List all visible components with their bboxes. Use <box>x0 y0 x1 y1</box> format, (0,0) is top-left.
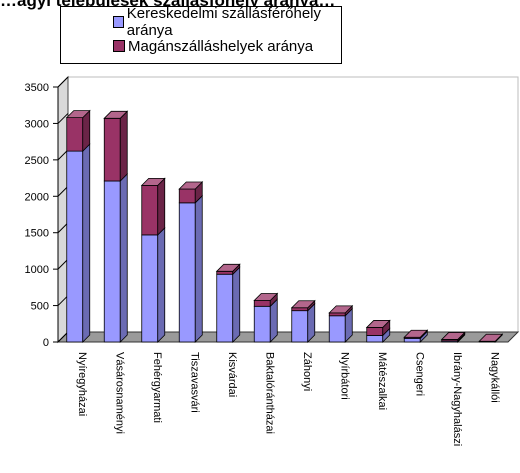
bar-commercial <box>103 180 121 343</box>
y-tick-label: 2500 <box>25 155 49 167</box>
legend-swatch-commercial <box>113 16 124 28</box>
y-tick-label: 0 <box>43 337 49 349</box>
bar-commercial <box>403 337 421 343</box>
bar-private <box>328 312 346 317</box>
x-tick-label: Mátészalkai <box>376 352 388 410</box>
y-tick-diagonal <box>57 331 69 343</box>
bar-top-private <box>103 110 129 119</box>
y-tick-label: 2000 <box>25 191 49 203</box>
bar-private <box>178 188 196 204</box>
bar-commercial <box>253 305 271 343</box>
x-tick-label: Fehérgyarmati <box>151 352 163 423</box>
x-tick-label: Ibrány-Nagyhalászi <box>451 352 463 446</box>
y-tick-diagonal <box>57 185 69 197</box>
bar-top-private <box>328 305 354 314</box>
bar-private <box>366 327 384 336</box>
bar-private <box>253 300 271 307</box>
y-tick-diagonal <box>57 149 69 161</box>
bar-top-private <box>65 110 91 118</box>
x-tick-label: Vásárosnaményi <box>113 352 125 434</box>
y-tick-diagonal <box>57 258 69 270</box>
bar-commercial <box>216 273 234 343</box>
bar-top-private <box>403 329 429 338</box>
back-wall <box>67 76 519 333</box>
bar-commercial <box>178 202 196 343</box>
x-tick-label: Nyírbátori <box>338 352 350 400</box>
y-tick-label: 3000 <box>25 118 49 130</box>
bar-private <box>103 117 121 182</box>
chart-title-fragment: …agyi települések szállásfőhely aránya… <box>0 0 336 10</box>
bar-private <box>216 270 234 275</box>
bar-commercial <box>366 335 384 343</box>
y-tick-diagonal <box>57 222 69 234</box>
bar-top-private <box>440 332 466 340</box>
legend-item-commercial: Kereskedelmi szállásférőhely aránya <box>113 5 341 39</box>
bar-commercial <box>141 234 159 343</box>
bar-commercial <box>66 150 84 343</box>
x-tick-label: Záhonyi <box>301 352 313 391</box>
bar-side-commercial <box>157 226 166 343</box>
x-tick-label: Tiszavasvári <box>188 352 200 413</box>
x-tick-label: Kisvárdai <box>226 352 238 397</box>
y-tick-label: 1500 <box>25 228 49 240</box>
bar-top-private <box>253 293 279 301</box>
legend-label-commercial: Kereskedelmi szállásférőhely aránya <box>126 5 322 39</box>
legend-swatch-private <box>113 40 125 52</box>
bar-side-commercial <box>194 194 203 343</box>
legend: Kereskedelmi szállásférőhely aránya Magá… <box>60 5 342 64</box>
bar-private <box>291 307 309 312</box>
bar-side-commercial <box>119 173 128 343</box>
y-tick-label: 500 <box>31 301 49 313</box>
bar-side-private <box>119 110 128 182</box>
legend-label-private: Magánszálláshelyek aránya <box>128 37 314 55</box>
y-tick-diagonal <box>57 113 69 124</box>
bar-side-commercial <box>82 143 91 343</box>
bar-side-commercial <box>232 266 241 343</box>
bar-top-private <box>290 300 316 309</box>
bar-private <box>141 184 159 236</box>
y-tick-label: 3500 <box>25 82 49 94</box>
bar-top-private <box>140 177 166 186</box>
y-tick-diagonal <box>57 295 69 306</box>
x-tick-label: Nyíregyházai <box>76 352 88 416</box>
x-tick-label: Csengeri <box>413 352 425 396</box>
bar-commercial <box>291 310 309 343</box>
bar-commercial <box>328 315 346 343</box>
bar-top-private <box>365 320 391 328</box>
y-tick-label: 1000 <box>25 264 49 276</box>
bar-side-private <box>157 177 166 236</box>
x-tick-label: Nagykállói <box>488 352 500 403</box>
bar-top-private <box>178 181 204 190</box>
bar-private <box>66 117 84 152</box>
bar-top-private <box>478 333 504 342</box>
legend-item-private: Magánszálláshelyek aránya <box>113 34 341 58</box>
y-tick-diagonal <box>57 76 69 88</box>
bar-top-private <box>215 263 241 272</box>
x-tick-label: Baktalórántházai <box>263 352 275 434</box>
